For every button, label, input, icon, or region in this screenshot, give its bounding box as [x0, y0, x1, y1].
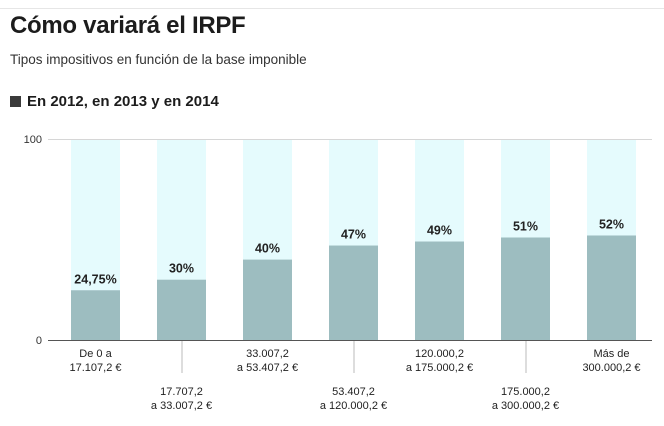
- category-label: a 120.000,2 €: [320, 400, 387, 412]
- bar-value-label: 51%: [513, 219, 538, 233]
- bar: [501, 237, 550, 340]
- category-label: 120.000,2: [415, 348, 464, 360]
- bar-value-label: 24,75%: [74, 272, 116, 286]
- bar: [329, 245, 378, 340]
- bar-value-label: 30%: [169, 262, 194, 276]
- bar-value-label: 49%: [427, 224, 452, 238]
- top-divider: [0, 8, 664, 9]
- category-label: 175.000,2: [501, 386, 550, 398]
- bar: [587, 235, 636, 340]
- category-label: 300.000,2 €: [582, 362, 640, 374]
- y-tick-label: 0: [36, 335, 42, 347]
- bar-value-label: 47%: [341, 228, 366, 242]
- bar-value-label: 40%: [255, 242, 280, 256]
- bar: [415, 241, 464, 340]
- legend-swatch: [10, 96, 21, 107]
- y-tick-label: 100: [24, 134, 42, 146]
- category-label: Más de: [593, 348, 629, 360]
- bar: [243, 259, 292, 340]
- bar: [157, 279, 206, 340]
- bar: [71, 290, 120, 340]
- category-label: 17.707,2: [160, 386, 203, 398]
- category-label: De 0 a: [79, 348, 112, 360]
- category-label: 17.107,2 €: [70, 362, 122, 374]
- category-label: a 53.407,2 €: [237, 362, 298, 374]
- category-label: a 175.000,2 €: [406, 362, 473, 374]
- category-label: a 33.007,2 €: [151, 400, 212, 412]
- chart-subtitle: Tipos impositivos en función de la base …: [10, 52, 307, 67]
- legend-label: En 2012, en 2013 y en 2014: [27, 93, 219, 110]
- category-label: a 300.000,2 €: [492, 400, 559, 412]
- bar-value-label: 52%: [599, 217, 624, 231]
- category-label: 33.007,2: [246, 348, 289, 360]
- category-label: 53.407,2: [332, 386, 375, 398]
- legend: En 2012, en 2013 y en 2014: [10, 93, 219, 110]
- chart-title: Cómo variará el IRPF: [10, 12, 246, 39]
